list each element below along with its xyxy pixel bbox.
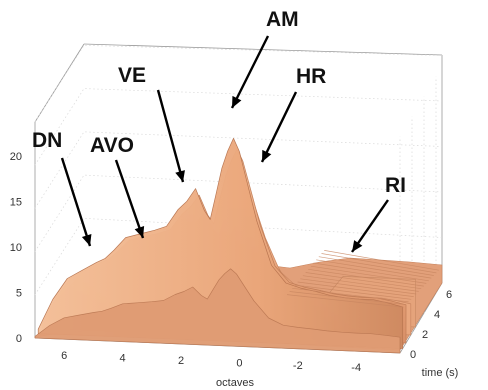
z-tick-label: 20	[10, 151, 22, 163]
x-axis-title: octaves	[216, 377, 254, 389]
z-tick-label: 10	[10, 242, 22, 254]
annotation-hr: HR	[260, 65, 326, 163]
x-tick-label: 0	[236, 357, 242, 369]
surface-layers	[34, 137, 439, 354]
annotation-arrow	[230, 35, 270, 109]
annotation-arrowhead	[134, 225, 145, 238]
x-tick-label: -4	[351, 362, 361, 374]
z-tick-label: 0	[16, 333, 22, 345]
box-back-top-edge	[83, 43, 443, 56]
y-tick-label: 4	[434, 309, 440, 321]
z-tick-label: 5	[16, 288, 22, 300]
surface-tail-ripples	[286, 250, 439, 308]
annotation-ri: RI	[351, 174, 406, 253]
annotation-arrow	[260, 91, 298, 163]
x-tick-label: 6	[61, 350, 67, 362]
annotation-dn: DN	[32, 129, 92, 247]
y-tick-label: 2	[422, 329, 428, 341]
x-axis-ticks: 6 4 2 0 -2 -4	[61, 350, 361, 374]
annotation-arrow	[114, 159, 145, 239]
annotation-label: DN	[32, 129, 62, 152]
annotation-label: VE	[118, 64, 146, 87]
grid-line-z	[34, 44, 443, 122]
annotation-label: AVO	[90, 134, 134, 157]
annotation-arrowhead	[175, 170, 185, 182]
box-back-left-edge	[34, 43, 85, 123]
x-tick-label: -2	[293, 360, 303, 372]
annotation-label: AM	[266, 8, 299, 31]
annotation-label: RI	[385, 174, 406, 197]
annotation-label: HR	[296, 65, 326, 88]
surface-layer	[34, 268, 401, 354]
x-tick-label: 2	[178, 355, 184, 367]
annotation-avo: AVO	[90, 134, 145, 239]
z-axis-ticks: 0 5 10 15 20	[10, 151, 22, 345]
z-tick-label: 15	[10, 197, 22, 209]
annotations: DN AVO VE AM HR RI	[32, 8, 406, 253]
annotation-am: AM	[230, 8, 299, 109]
x-tick-label: 4	[120, 353, 126, 365]
annotation-arrowhead	[81, 234, 92, 246]
annotation-arrowhead	[262, 149, 272, 162]
annotation-arrowhead	[232, 95, 242, 108]
y-tick-label: 0	[410, 349, 416, 361]
y-axis-title: time (s)	[422, 367, 459, 379]
annotation-arrow	[60, 157, 92, 247]
annotation-arrowhead	[352, 240, 363, 252]
annotation-arrow	[156, 89, 185, 183]
annotation-ve: VE	[118, 64, 185, 183]
y-tick-label: 6	[446, 289, 452, 301]
